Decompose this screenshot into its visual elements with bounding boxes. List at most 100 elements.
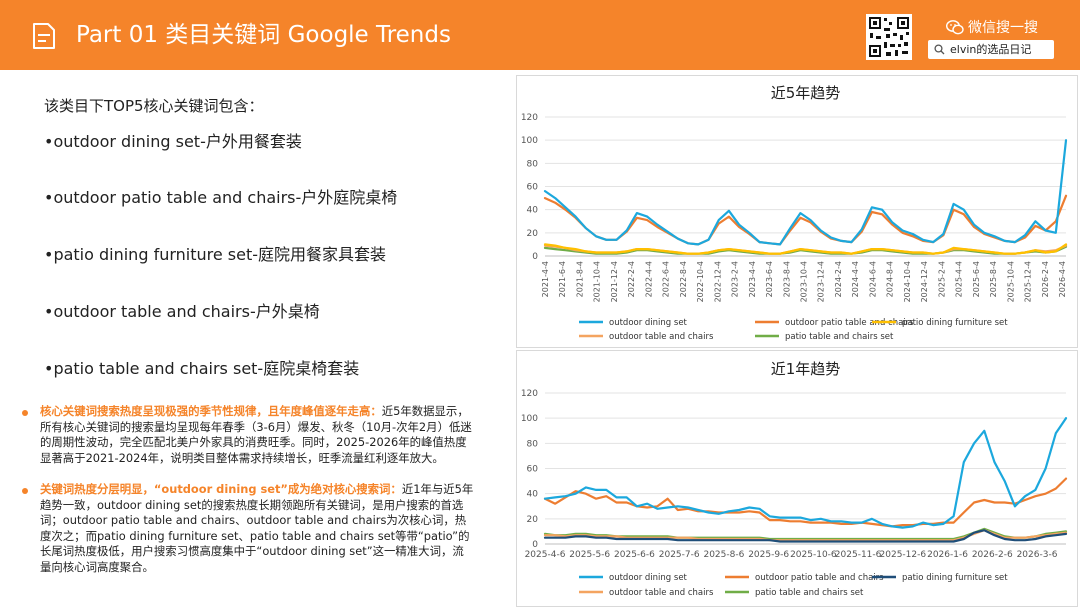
x-tick-label: 2021-8-4 [575, 261, 584, 297]
wechat-search-text: 微信搜一搜 [968, 20, 1038, 36]
y-tick-label: 60 [527, 183, 539, 193]
series-line-1 [543, 194, 1068, 246]
search-input[interactable]: elvin的选品日记 [928, 40, 1054, 59]
search-value: elvin的选品日记 [950, 43, 1032, 56]
y-tick-label: 20 [527, 229, 539, 239]
y-tick-label: 100 [521, 414, 538, 424]
y-tick-label: 80 [527, 159, 539, 169]
x-tick-label: 2025-11-6 [835, 550, 882, 560]
x-tick-label: 2023-12-4 [817, 261, 826, 302]
chart-title: 近5年趋势 [771, 84, 841, 102]
series-line-2 [543, 243, 1068, 255]
legend-label: patio dining furniture set [902, 573, 1008, 583]
x-tick-label: 2022-2-4 [627, 261, 636, 297]
page-title: Part 01 类目关键词 Google Trends [76, 22, 451, 48]
x-tick-label: 2021-6-4 [558, 261, 567, 297]
qr-code-icon [866, 14, 912, 60]
insight-highlight: 核心关键词搜索热度呈现极强的季节性规律，且年度峰值逐年走高： [40, 404, 382, 418]
y-tick-label: 0 [532, 252, 538, 262]
keyword-item: •patio table and chairs set-庭院桌椅套装 [44, 359, 360, 378]
keyword-item: •outdoor dining set-户外用餐套装 [44, 132, 302, 151]
wechat-search-label: 微信搜一搜 [946, 17, 1038, 37]
x-tick-label: 2025-8-6 [703, 550, 744, 560]
keyword-item: •patio dining furniture set-庭院用餐家具套装 [44, 245, 387, 264]
legend-label: outdoor table and chairs [609, 588, 714, 598]
y-tick-label: 80 [527, 439, 539, 449]
x-tick-label: 2025-12-6 [880, 550, 927, 560]
x-tick-label: 2025-4-6 [525, 550, 566, 560]
x-tick-label: 2025-6-6 [614, 550, 655, 560]
x-tick-label: 2023-6-4 [765, 261, 774, 297]
chart-1-year: 近1年趋势 0 20 40 60 80 100 120 2025-4-6 2025-5-6 2025… [516, 350, 1078, 607]
y-tick-label: 120 [521, 389, 538, 399]
x-tick-label: 2024-6-4 [868, 261, 877, 297]
x-tick-label: 2022-8-4 [679, 261, 688, 297]
x-tick-label: 2024-12-4 [920, 261, 929, 302]
x-tick-label: 2024-8-4 [886, 261, 895, 297]
x-tick-label: 2021-12-4 [610, 261, 619, 302]
y-tick-label: 40 [527, 490, 539, 500]
x-tick-label: 2025-12-4 [1024, 261, 1033, 302]
x-tick-label: 2023-8-4 [782, 261, 791, 297]
legend-label: outdoor table and chairs [609, 332, 714, 342]
y-tick-label: 100 [521, 136, 538, 146]
keywords-intro: 该类目下TOP5核心关键词包含： [44, 97, 264, 115]
x-tick-label: 2026-2-6 [972, 550, 1013, 560]
document-icon [33, 23, 55, 49]
y-tick-label: 20 [527, 515, 539, 525]
legend-label: patio table and chairs set [755, 588, 864, 598]
x-tick-label: 2025-6-4 [972, 261, 981, 297]
y-tick-label: 120 [521, 113, 538, 123]
chart-5-year-svg: 近5年趋势 0 20 40 60 80 100 120 2021-4-4 2021-6-4 2021… [521, 84, 1068, 342]
x-tick-label: 2026-1-6 [927, 550, 968, 560]
x-tick-label: 2025-10-4 [1006, 261, 1015, 302]
x-tick-label: 2024-2-4 [834, 261, 843, 297]
x-tick-label: 2024-4-4 [851, 261, 860, 297]
bullet-dot [22, 488, 28, 494]
series-line-2 [543, 529, 1068, 543]
x-tick-label: 2025-4-4 [955, 261, 964, 297]
insight-paragraph-seasonality: 核心关键词搜索热度呈现极强的季节性规律，且年度峰值逐年走高：近5年数据显示，所有… [22, 404, 474, 466]
keyword-item: •outdoor table and chairs-户外桌椅 [44, 302, 320, 321]
y-tick-label: 40 [527, 206, 539, 216]
insight-highlight: 关键词热度分层明显，“outdoor dining set”成为绝对核心搜索词： [40, 482, 402, 496]
x-tick-label: 2022-12-4 [713, 261, 722, 302]
x-tick-label: 2023-10-4 [800, 261, 809, 302]
x-tick-label: 2025-9-6 [748, 550, 789, 560]
series-line-0 [543, 417, 1068, 529]
series-line-0 [543, 139, 1068, 246]
chart-1-year-svg: 近1年趋势 0 20 40 60 80 100 120 2025-4-6 2025-5-6 2025… [521, 360, 1068, 598]
x-tick-label: 2025-10-6 [790, 550, 837, 560]
x-tick-label: 2023-4-4 [748, 261, 757, 297]
wechat-icon [946, 20, 964, 35]
series-line-1 [543, 477, 1068, 528]
legend-label: patio dining furniture set [902, 318, 1008, 328]
x-tick-label: 2025-5-6 [569, 550, 610, 560]
x-tick-label: 2026-4-4 [1058, 261, 1067, 297]
x-tick-label: 2024-10-4 [903, 261, 912, 302]
x-tick-label: 2023-2-4 [731, 261, 740, 297]
x-tick-label: 2025-7-6 [659, 550, 700, 560]
legend-label: patio table and chairs set [785, 332, 894, 342]
legend-label: outdoor patio table and chairs [755, 573, 884, 583]
legend-label: outdoor dining set [609, 318, 688, 328]
x-tick-label: 2021-4-4 [541, 261, 550, 297]
header-bar: Part 01 类目关键词 Google Trends 微信搜一搜 elvin的… [0, 0, 1080, 70]
x-tick-label: 2021-10-4 [593, 261, 602, 302]
insight-paragraph-keywords: 关键词热度分层明显，“outdoor dining set”成为绝对核心搜索词：… [22, 482, 474, 576]
legend-label: outdoor dining set [609, 573, 688, 583]
y-tick-label: 0 [532, 540, 538, 550]
x-tick-label: 2022-10-4 [696, 261, 705, 302]
x-tick-label: 2026-2-4 [1041, 261, 1050, 297]
x-tick-label: 2022-4-4 [644, 261, 653, 297]
bullet-dot [22, 410, 28, 416]
chart-title: 近1年趋势 [771, 360, 841, 378]
x-tick-label: 2025-8-4 [989, 261, 998, 297]
keyword-item: •outdoor patio table and chairs-户外庭院桌椅 [44, 188, 398, 207]
legend-label: outdoor patio table and chairs [785, 318, 914, 328]
chart-5-year: 近5年趋势 0 20 40 60 80 100 120 2021-4-4 2021-6-4 2021… [516, 75, 1078, 348]
x-tick-label: 2026-3-6 [1017, 550, 1058, 560]
search-icon [934, 44, 945, 55]
y-tick-label: 60 [527, 465, 539, 475]
x-tick-label: 2022-6-4 [662, 261, 671, 297]
